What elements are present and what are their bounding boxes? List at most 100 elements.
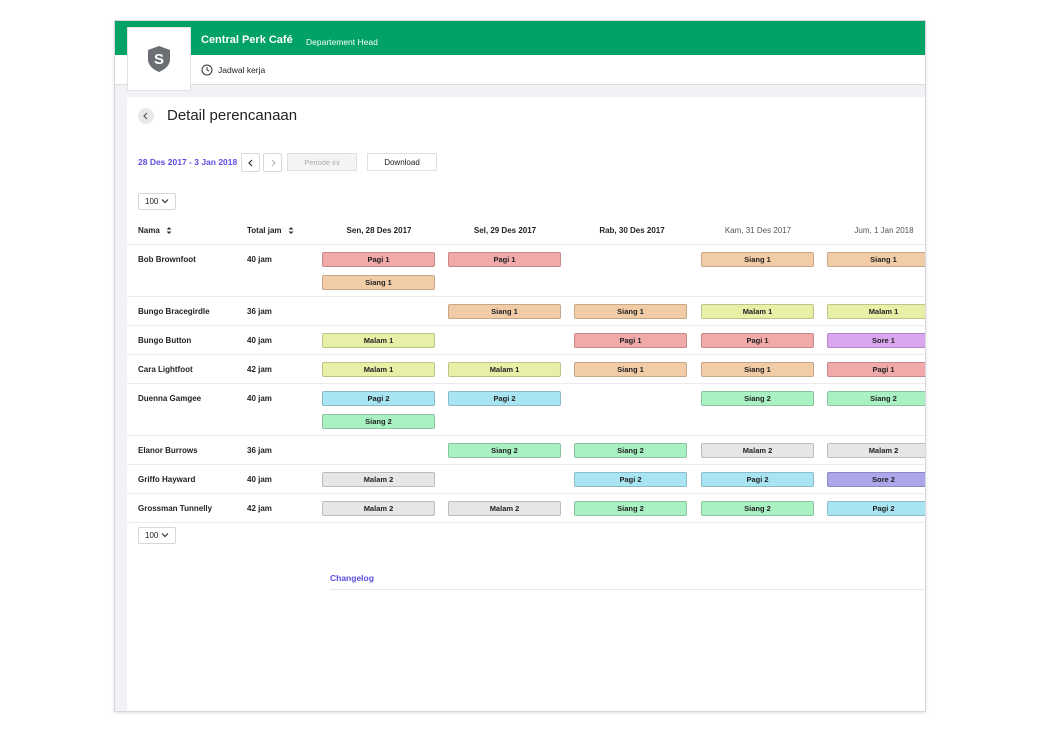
shift-block[interactable]: Pagi 2: [574, 472, 687, 487]
content-gutter-top: [115, 85, 925, 97]
shift-block[interactable]: Pagi 1: [827, 362, 925, 377]
column-header-hours-label: Total jam: [247, 226, 282, 235]
column-header-day: Sen, 28 Des 2017: [346, 226, 412, 235]
nav-work-schedule[interactable]: Jadwal kerja: [201, 64, 265, 76]
sub-nav-bar: Jadwal kerja: [115, 55, 925, 85]
employee-name: Bob Brownfoot: [138, 255, 196, 264]
employee-name: Bungo Bracegirdle: [138, 307, 210, 316]
table-bottom-border: [127, 522, 925, 523]
shield-logo-icon: S: [148, 46, 170, 72]
download-button[interactable]: Download: [367, 153, 437, 171]
column-header-day: Jum, 1 Jan 2018: [854, 226, 914, 235]
table-row: Bungo Bracegirdle 36 jam Siang 1 Siang 1 Mal…: [127, 296, 925, 326]
column-header-hours[interactable]: Total jam: [247, 226, 294, 235]
shift-block[interactable]: Malam 2: [448, 501, 561, 516]
date-range[interactable]: 28 Des 2017 - 3 Jan 2018: [138, 157, 238, 167]
divider: [330, 589, 925, 590]
shift-block[interactable]: Pagi 2: [701, 472, 814, 487]
shift-block[interactable]: Pagi 2: [448, 391, 561, 406]
employee-name: Bungo Button: [138, 336, 192, 345]
column-header-day: Kam, 31 Des 2017: [724, 226, 792, 235]
total-hours: 40 jam: [247, 255, 272, 264]
app-logo[interactable]: S: [127, 27, 191, 91]
user-role: Departement Head: [306, 37, 378, 47]
shift-block[interactable]: Pagi 1: [448, 252, 561, 267]
top-bar: Central Perk Café Departement Head: [115, 21, 925, 55]
shift-block[interactable]: Malam 2: [701, 443, 814, 458]
column-header-name[interactable]: Nama: [138, 226, 172, 235]
column-header-name-label: Nama: [138, 226, 160, 235]
clock-icon: [201, 64, 213, 76]
shift-block[interactable]: Siang 1: [701, 252, 814, 267]
column-header-day: Sel, 29 Des 2017: [473, 226, 537, 235]
table-row: Bob Brownfoot 40 jam Pagi 1 Siang 1 Pagi 1 Si…: [127, 244, 925, 297]
shift-block[interactable]: Siang 2: [322, 414, 435, 429]
chevron-right-icon: [271, 159, 276, 166]
next-period-button[interactable]: [263, 153, 282, 172]
sort-icon: [288, 227, 294, 235]
total-hours: 36 jam: [247, 446, 272, 455]
shift-block[interactable]: Siang 2: [701, 391, 814, 406]
shift-block[interactable]: Malam 2: [827, 443, 925, 458]
shift-block[interactable]: Siang 2: [827, 391, 925, 406]
column-header-day: Rab, 30 Des 2017: [599, 226, 665, 235]
shift-block[interactable]: Malam 2: [322, 472, 435, 487]
employee-name: Elanor Burrows: [138, 446, 198, 455]
changelog-link[interactable]: Changelog: [330, 573, 374, 583]
back-button[interactable]: [138, 108, 154, 124]
shift-block[interactable]: Siang 2: [448, 443, 561, 458]
page-size-select-top[interactable]: 100: [138, 193, 176, 210]
shift-block[interactable]: Pagi 1: [701, 333, 814, 348]
total-hours: 40 jam: [247, 394, 272, 403]
shift-block[interactable]: Malam 2: [322, 501, 435, 516]
chevron-down-icon: [161, 533, 169, 538]
page-size-value: 100: [145, 531, 159, 540]
shift-block[interactable]: Sore 2: [827, 472, 925, 487]
table-row: Duenna Gamgee 40 jam Pagi 2 Siang 2 Pagi 2 Si…: [127, 383, 925, 436]
chevron-down-icon: [161, 199, 169, 204]
sort-icon: [166, 227, 172, 235]
employee-name: Griffo Hayward: [138, 475, 196, 484]
shift-block[interactable]: Siang 1: [322, 275, 435, 290]
total-hours: 42 jam: [247, 365, 272, 374]
shift-block[interactable]: Siang 2: [574, 501, 687, 516]
employee-name: Grossman Tunnelly: [138, 504, 213, 513]
app-title: Central Perk Café: [201, 34, 293, 46]
table-row: Cara Lightfoot 42 jam Malam 1 Malam 1 Siang …: [127, 354, 925, 384]
total-hours: 40 jam: [247, 475, 272, 484]
employee-name: Cara Lightfoot: [138, 365, 193, 374]
total-hours: 40 jam: [247, 336, 272, 345]
table-row: Bungo Button 40 jam Malam 1 Pagi 1 Pagi 1 Sor…: [127, 325, 925, 355]
shift-block[interactable]: Pagi 1: [322, 252, 435, 267]
table-row: Grossman Tunnelly 42 jam Malam 2 Malam 2 Sia…: [127, 493, 925, 523]
chevron-left-icon: [247, 159, 252, 166]
current-period-button[interactable]: Periode ini: [287, 153, 357, 171]
shift-block[interactable]: Malam 1: [701, 304, 814, 319]
shift-block[interactable]: Pagi 2: [322, 391, 435, 406]
shift-block[interactable]: Siang 1: [574, 304, 687, 319]
shift-block[interactable]: Malam 1: [322, 333, 435, 348]
shift-block[interactable]: Siang 1: [827, 252, 925, 267]
table-row: Elanor Burrows 36 jam Siang 2 Siang 2 Malam …: [127, 435, 925, 465]
shift-block[interactable]: Siang 1: [574, 362, 687, 377]
logo-letter: S: [154, 51, 164, 68]
total-hours: 42 jam: [247, 504, 272, 513]
shift-block[interactable]: Siang 1: [701, 362, 814, 377]
nav-work-schedule-label: Jadwal kerja: [218, 65, 266, 75]
shift-block[interactable]: Malam 1: [827, 304, 925, 319]
shift-block[interactable]: Malam 1: [322, 362, 435, 377]
shift-block[interactable]: Pagi 2: [827, 501, 925, 516]
shift-block[interactable]: Sore 1: [827, 333, 925, 348]
page-size-value: 100: [145, 197, 159, 206]
app-window: Central Perk Café Departement Head S Jad…: [114, 20, 926, 712]
content-gutter-left: [115, 85, 127, 711]
prev-period-button[interactable]: [241, 153, 260, 172]
shift-block[interactable]: Malam 1: [448, 362, 561, 377]
page-size-select-bottom[interactable]: 100: [138, 527, 176, 544]
shift-block[interactable]: Siang 1: [448, 304, 561, 319]
employee-name: Duenna Gamgee: [138, 394, 202, 403]
shift-block[interactable]: Pagi 1: [574, 333, 687, 348]
shift-block[interactable]: Siang 2: [701, 501, 814, 516]
table-row: Griffo Hayward 40 jam Malam 2 Pagi 2 Pagi 2 S…: [127, 464, 925, 494]
shift-block[interactable]: Siang 2: [574, 443, 687, 458]
